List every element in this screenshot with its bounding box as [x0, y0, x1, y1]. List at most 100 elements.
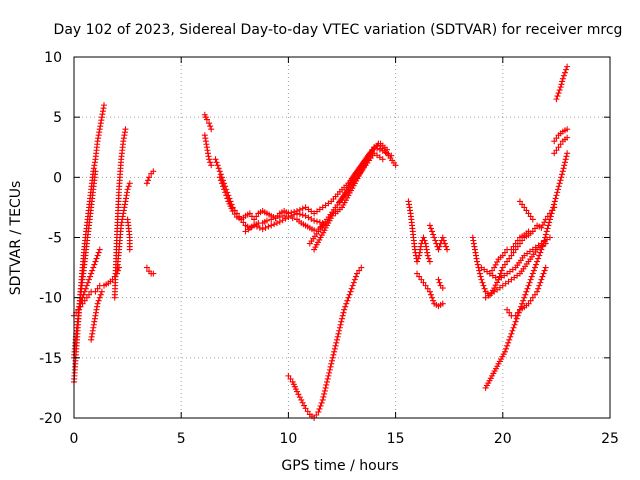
data-point — [513, 315, 520, 322]
data-point — [492, 282, 499, 289]
series-arc-13 — [212, 156, 326, 234]
data-point — [557, 141, 564, 148]
data-point — [376, 146, 383, 153]
data-point — [348, 285, 355, 292]
data-point — [560, 72, 567, 79]
data-point — [268, 222, 275, 229]
data-point — [340, 309, 347, 316]
data-point — [146, 174, 153, 181]
data-point — [435, 246, 442, 253]
data-point — [371, 144, 378, 151]
data-point — [346, 291, 353, 298]
data-point — [525, 210, 532, 217]
series-arc-26 — [469, 204, 558, 299]
data-point — [504, 258, 511, 265]
data-point — [344, 297, 351, 304]
y-tick-labels: -20 -15 -10 -5 0 5 10 — [39, 50, 62, 427]
data-point — [326, 366, 333, 373]
data-point — [325, 372, 332, 379]
data-point — [477, 273, 484, 280]
data-point — [499, 264, 506, 271]
data-point — [319, 396, 326, 403]
data-point — [333, 336, 340, 343]
y-axis-label: SDTVAR / TECUs — [8, 181, 24, 296]
data-point — [563, 153, 570, 160]
data-point — [374, 142, 381, 149]
data-point — [530, 267, 537, 274]
data-point — [538, 224, 545, 231]
y-tick-label: 0 — [53, 170, 62, 186]
data-point — [291, 208, 298, 215]
data-point — [430, 231, 437, 238]
data-point — [93, 255, 100, 262]
data-point — [560, 165, 567, 172]
grid — [74, 57, 610, 418]
y-tick-label: -20 — [39, 411, 62, 427]
data-point — [335, 330, 342, 337]
data-point — [313, 411, 320, 418]
data-marks — [71, 63, 571, 421]
data-point — [384, 146, 391, 153]
data-point — [546, 216, 553, 223]
data-point — [537, 279, 544, 286]
data-point — [94, 252, 101, 259]
data-point — [296, 394, 303, 401]
data-point — [525, 228, 532, 235]
data-point — [349, 282, 356, 289]
data-point — [540, 240, 547, 247]
data-point — [430, 297, 437, 304]
data-point — [426, 222, 433, 229]
data-point — [435, 276, 442, 283]
data-point — [318, 399, 325, 406]
data-point — [436, 243, 443, 250]
data-point — [293, 208, 300, 215]
data-point — [425, 255, 432, 262]
data-point — [91, 261, 98, 268]
data-point — [420, 234, 427, 241]
data-point — [474, 258, 481, 265]
data-point — [427, 291, 434, 298]
data-point — [251, 216, 258, 223]
data-point — [77, 300, 84, 307]
data-point — [481, 285, 488, 292]
data-point — [519, 201, 526, 208]
data-point — [529, 270, 536, 277]
data-point — [339, 312, 346, 319]
data-point — [534, 258, 541, 265]
data-point — [418, 276, 425, 283]
data-point — [331, 348, 338, 355]
data-point — [506, 336, 513, 343]
axis-ticks — [73, 56, 611, 419]
data-point — [301, 402, 308, 409]
data-point — [558, 174, 565, 181]
data-point — [125, 183, 132, 190]
data-point — [415, 255, 422, 262]
data-point — [540, 270, 547, 277]
data-point — [203, 116, 210, 123]
series-arc-23 — [414, 270, 446, 310]
data-point — [551, 150, 558, 157]
data-point — [338, 318, 345, 325]
series-arc-32 — [508, 228, 532, 253]
data-point — [424, 252, 431, 259]
data-point — [79, 294, 86, 301]
data-point — [86, 276, 93, 283]
data-point — [503, 345, 510, 352]
data-point — [479, 279, 486, 286]
data-point — [512, 312, 519, 319]
x-tick-labels: 0 5 10 15 20 25 — [70, 431, 619, 447]
data-point — [315, 408, 322, 415]
data-point — [564, 150, 571, 157]
data-point — [143, 264, 150, 271]
data-point — [427, 225, 434, 232]
data-point — [516, 198, 523, 205]
data-point — [206, 156, 213, 163]
data-point — [352, 273, 359, 280]
data-point — [326, 369, 333, 376]
data-point — [553, 96, 560, 103]
data-point — [295, 391, 302, 398]
data-point — [547, 213, 554, 220]
data-point — [442, 243, 449, 250]
data-point — [299, 399, 306, 406]
data-point — [492, 261, 499, 268]
